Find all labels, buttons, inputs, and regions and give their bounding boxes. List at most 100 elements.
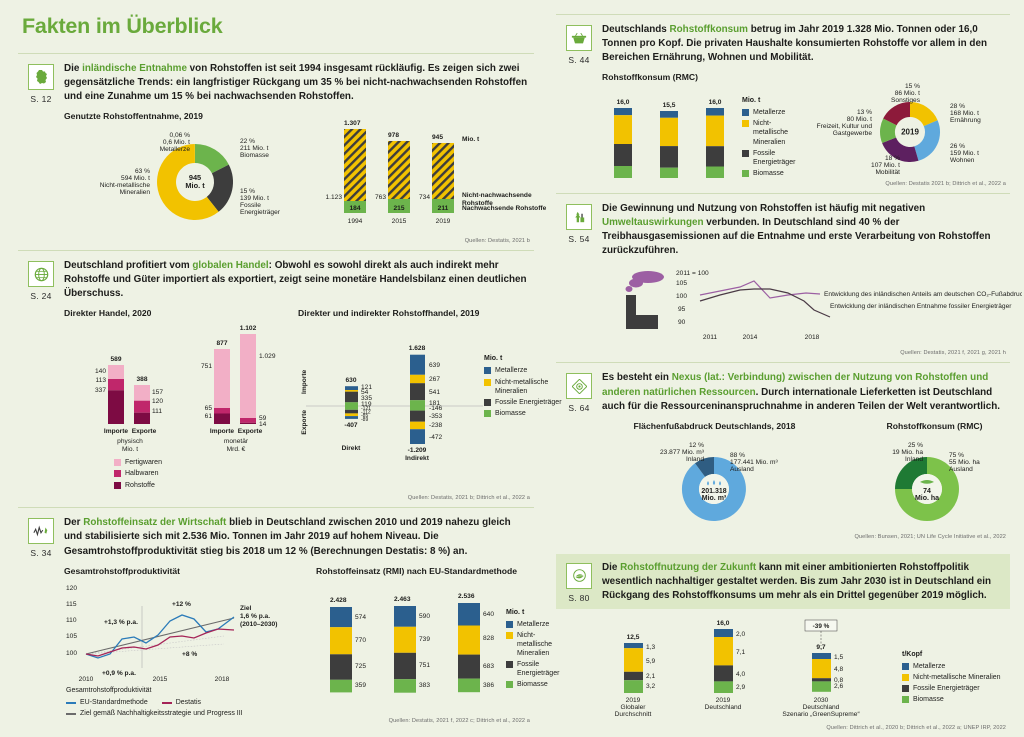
germany-map-icon — [28, 64, 54, 90]
co2-ytick-100: 100 — [676, 293, 687, 300]
legend-item-fossile-tk: Fossile Energieträger — [902, 684, 1022, 693]
legend-label-biomasse-tk: Biomasse — [913, 696, 944, 704]
ind-l1: 639 — [429, 362, 440, 369]
legend-swatch-fossile-rmi — [506, 661, 513, 669]
bars-unit-label: Mio. t — [462, 136, 480, 143]
bar-2015-total: 978 — [388, 132, 399, 139]
dir-exp-fossil — [345, 410, 358, 414]
rmc-2010-bio — [614, 166, 632, 179]
zk-g-bio — [624, 680, 643, 693]
legend-label-metallerze-tk: Metallerze — [913, 662, 946, 670]
lead-highlight-zukunft: Rohstoffnutzung der Zukunft — [620, 561, 757, 573]
rmi-2019-bio — [458, 678, 480, 692]
rmi-2019-total: 2.536 — [458, 593, 475, 600]
donut-label-nm-pct: 63 % — [135, 168, 150, 175]
ind-bottom-total: -1.209 — [408, 447, 427, 454]
rmi-2010-l1: 574 — [355, 614, 366, 621]
wasser-center-unit: Mio. m³ — [702, 495, 727, 502]
block-handel-iconcol: S. 24 — [18, 259, 64, 301]
zk-d-metall — [714, 628, 733, 637]
legend-swatch-biomasse — [484, 409, 491, 417]
ind-exp-nm — [410, 422, 425, 430]
hh-ernaehrung-val: 168 Mio. t — [950, 110, 979, 117]
prod-ann-09: +0,9 % p.a. — [102, 670, 136, 677]
block-handel-pagenum: S. 24 — [30, 291, 52, 302]
chart-rmc-zukunft: 12,5 1,3 5,9 2,1 3,2 2019 Globaler Durch… — [602, 614, 1022, 722]
chart-rohstoffhandel-title: Direkter und indirekter Rohstoffhandel, … — [298, 308, 480, 319]
mo-exp-cat: Exporte — [238, 428, 263, 435]
line-chart-icon — [28, 518, 54, 545]
rmi-2015-nm — [394, 626, 416, 653]
block-handel: S. 24 Deutschland profitiert vom globale… — [18, 250, 562, 507]
bar-1994-total: 1.307 — [344, 120, 361, 127]
block-nexus-lead: Es besteht ein Nexus (lat.: Verbindung) … — [602, 372, 1001, 412]
hh-ernaehrung-pct: 28 % — [950, 103, 965, 110]
ind-exp-fossil — [410, 410, 425, 423]
legend-title-mio-t-rmi: Mio. t — [506, 608, 525, 616]
bar-2015-nn-label: 763 — [375, 194, 386, 201]
wasser-ausland-pct: 88 % — [730, 452, 745, 459]
chart-entnahme-bars: 1.307 1.123 184 1994 978 763 215 2015 — [326, 111, 562, 235]
block-zukunft-source: Quellen: Dittrich et al., 2020 b; Dittri… — [826, 724, 1006, 731]
rmi-2015-l2: 739 — [419, 636, 430, 643]
zk-d-l2: 7,1 — [736, 649, 745, 656]
zk-g-l3: 2,1 — [646, 673, 655, 680]
rmi-2015-fossil — [394, 652, 416, 679]
mo-imp-fertig — [214, 349, 230, 409]
hh-mobilitaet-name: Mobilität — [875, 169, 900, 176]
rmc-2019-bio — [706, 166, 724, 179]
legend-swatch-ziel — [66, 712, 76, 715]
ind-imp-fossil — [410, 383, 425, 401]
legend-swatch-fertigwaren — [114, 459, 121, 467]
zk-s-total: 9,7 — [816, 644, 825, 651]
legend-swatch-nm-tk — [902, 674, 909, 681]
legend-title-mio-t-rmc: Mio. t — [742, 97, 761, 105]
zk-g-nm — [624, 648, 643, 672]
legend-swatch-nm-rmi — [506, 631, 513, 639]
hh-mobilitaet-pct: 18 % — [885, 155, 900, 162]
zk-d-fossil — [714, 665, 733, 682]
hh-wohnen-val: 159 Mio. t — [950, 150, 979, 157]
mo-unit-2: Mrd. € — [227, 446, 246, 453]
legend-swatch-nm-rmc — [742, 120, 749, 128]
fossil-line-label: Entwicklung der inländischen Entnahme fo… — [830, 303, 1012, 310]
rmc-2015-metall — [660, 111, 678, 118]
chart-haushalte-donut: 2019 28 % 168 Mio. t Ernährung 26 % 159 … — [792, 72, 1024, 178]
ind-l6: -353 — [429, 413, 443, 420]
legend-swatch-eu — [66, 701, 76, 704]
dir-exp-bio — [345, 406, 358, 411]
zk-g-l4: 3,2 — [646, 683, 655, 690]
donut-label-metall-name: Metallerze — [160, 146, 191, 153]
legend-swatch-metallerze-rmc — [742, 109, 749, 117]
prod-ytick-110: 110 — [66, 617, 77, 624]
hh-sonstiges-pct: 15 % — [905, 83, 920, 90]
mo-exp-roh — [240, 423, 256, 425]
legend-swatch-metallerze — [484, 367, 491, 375]
legend-item-fossile-rmc: Fossile Energieträger — [742, 149, 800, 167]
legend-handel: Fertigwaren Halbwaren Rohstoffe — [114, 458, 162, 491]
mo-exp-halb — [240, 418, 256, 424]
legend-label-destatis: Destatis — [175, 698, 202, 706]
block-umwelt: S. 54 Die Gewinnung und Nutzung von Rohs… — [556, 193, 1022, 362]
lead-highlight-einsatz: Rohstoffeinsatz der Wirtschaft — [83, 517, 227, 529]
legend-label-biomasse-rmi: Biomasse — [517, 681, 548, 689]
zk-d-total: 16,0 — [717, 620, 730, 627]
co2-ytick-105: 105 — [676, 280, 687, 287]
block-konsum-pagenum: S. 44 — [568, 55, 590, 65]
bar-2015-n — [388, 199, 410, 214]
globe-icon — [28, 261, 54, 288]
flaeche-ausland-val: 55 Mio. ha — [949, 459, 980, 466]
legend-label-fossile: Fossile Energieträger — [495, 398, 562, 406]
block-nexus-iconcol: S. 64 — [556, 371, 602, 413]
chart-rmc: Rohstoffkonsum (RMC) 16,0 2010 — [602, 72, 795, 179]
page-title: Fakten im Überblick — [22, 14, 223, 38]
bar-1994-n-label: 184 — [349, 205, 360, 212]
rmc-2010-total: 16,0 — [617, 99, 630, 106]
bar-1994-n — [344, 201, 366, 214]
flaeche-inland-pct: 25 % — [908, 442, 923, 449]
prod-ann-8: +8 % — [182, 651, 197, 658]
legend-item-fertigwaren: Fertigwaren — [114, 458, 162, 467]
legend-label-metallerze-rmi: Metallerze — [517, 620, 550, 628]
legend-title-t-kopf: t/Kopf — [902, 650, 923, 658]
flaeche-center-value: 74 — [923, 488, 931, 495]
